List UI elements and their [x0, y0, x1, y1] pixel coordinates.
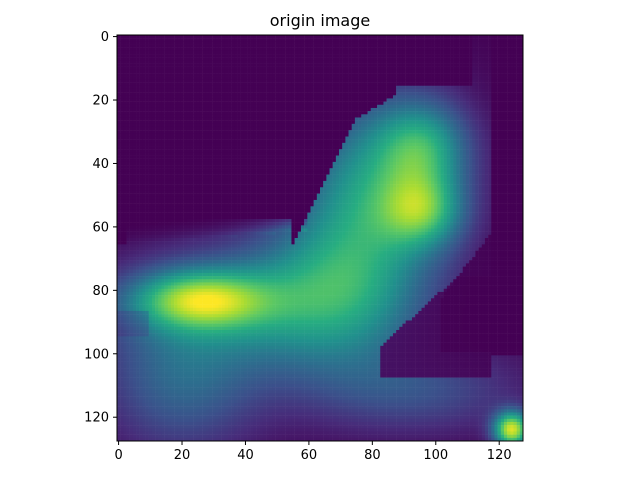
- x-tick-label: 20: [174, 448, 191, 463]
- x-tick-label: 80: [364, 448, 381, 463]
- x-tick-label: 100: [423, 448, 448, 463]
- axes-frame: [116, 34, 524, 442]
- y-tick-label: 120: [84, 411, 109, 426]
- chart-title: origin image: [270, 11, 370, 30]
- y-axis: 0 20 40 60 80 100 120: [84, 30, 117, 426]
- y-tick-label: 20: [92, 94, 109, 109]
- y-tick-label: 0: [101, 30, 109, 45]
- x-tick-label: 60: [301, 448, 318, 463]
- y-tick-label: 80: [92, 284, 109, 299]
- x-tick-label: 0: [114, 448, 122, 463]
- y-tick-label: 100: [84, 347, 109, 362]
- heatmap-image: [117, 35, 524, 442]
- x-axis: 0 20 40 60 80 100 120: [114, 441, 512, 463]
- y-tick-label: 60: [92, 220, 109, 235]
- y-tick-label: 40: [92, 157, 109, 172]
- x-tick-label: 120: [487, 448, 512, 463]
- x-tick-label: 40: [237, 448, 254, 463]
